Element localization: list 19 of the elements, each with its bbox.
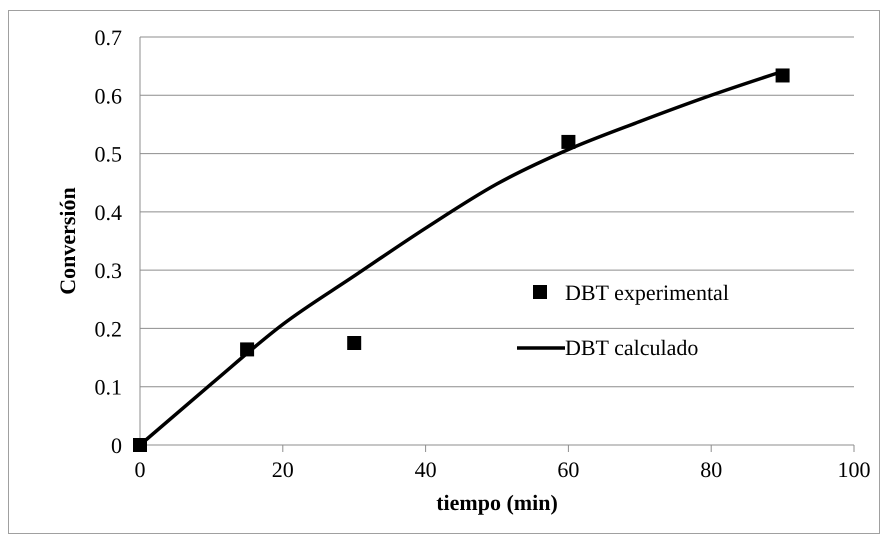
y-tick-label: 0.3 <box>94 258 122 284</box>
y-tick-label: 0.2 <box>94 316 122 342</box>
x-tick-label: 100 <box>838 457 870 482</box>
x-tick-label: 60 <box>557 457 580 482</box>
y-tick-label: 0.1 <box>94 374 122 400</box>
y-axis-title: Conversión <box>55 187 80 295</box>
x-tick-label: 80 <box>700 457 722 482</box>
y-tick-label: 0.4 <box>94 200 122 225</box>
y-tick-label: 0.6 <box>94 83 122 108</box>
x-axis-title: tiempo (min) <box>436 490 558 515</box>
x-tick-label: 20 <box>272 457 294 482</box>
legend-label: DBT calculado <box>565 335 698 360</box>
legend-label: DBT experimental <box>565 280 729 305</box>
point <box>347 336 362 350</box>
x-tick-label: 40 <box>414 457 437 482</box>
y-tick-label: 0.7 <box>94 25 122 50</box>
y-tick-label: 0.5 <box>94 142 122 167</box>
y-tick-label: 0 <box>111 433 122 458</box>
x-tick-label: 0 <box>134 457 146 482</box>
